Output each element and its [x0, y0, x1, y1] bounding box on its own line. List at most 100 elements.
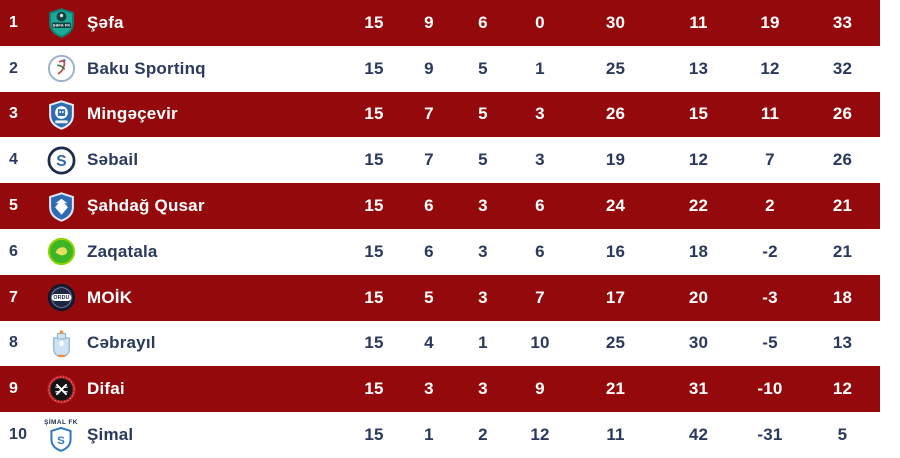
stat-wins: 3	[424, 379, 434, 399]
position-number: 8	[9, 334, 19, 352]
stat-goals-against: 12	[688, 150, 709, 170]
position-number: 4	[9, 151, 19, 169]
stat-played: 15	[364, 58, 384, 78]
svg-text:S: S	[56, 153, 67, 170]
team-cell[interactable]: Şahdağ Qusar	[38, 184, 345, 228]
stat-goals-against: 22	[688, 196, 709, 216]
stat-goals-against: 31	[688, 379, 709, 399]
stat-goal-diff: -31	[757, 425, 783, 445]
stat-goal-diff: -3	[762, 287, 778, 307]
stat-points: 26	[832, 150, 853, 170]
table-row[interactable]: 9 Difai 15 3 3 9 21 31 -10 12	[0, 366, 880, 413]
stat-goals-for: 16	[605, 241, 626, 261]
stat-draws: 6	[478, 12, 488, 32]
stat-wins: 6	[424, 241, 434, 261]
team-logo	[44, 230, 78, 274]
team-logo	[44, 184, 78, 228]
stat-played: 15	[364, 333, 384, 353]
stat-draws: 5	[478, 104, 488, 124]
position-number: 9	[9, 380, 19, 398]
stat-points: 12	[832, 379, 853, 399]
stat-goal-diff: -2	[762, 241, 778, 261]
team-crest-icon	[46, 99, 77, 130]
stat-draws: 3	[478, 379, 488, 399]
table-row[interactable]: 10 ŞİMAL FK S Şimal 15 1 2 12 11 42 -31 …	[0, 412, 880, 458]
team-cell[interactable]: ORDU MOİK	[38, 276, 345, 320]
stat-played: 15	[364, 150, 384, 170]
position-number: 2	[9, 59, 19, 77]
table-row[interactable]: 6 Zaqatala 15 6 3 6 16 18 -2 21	[0, 228, 880, 275]
stat-goals-for: 19	[605, 150, 626, 170]
table-row[interactable]: 1 ŞƏFA FK Şəfa 15 9 6 0 30 11 19 33	[0, 0, 880, 46]
team-crest-icon: ORDU	[46, 282, 77, 313]
table-row[interactable]: 7 ORDU MOİK 15 5 3 7 17 20 -3 18	[0, 274, 880, 321]
team-cell[interactable]: Mingəçevir	[38, 92, 345, 136]
stat-goals-against: 11	[689, 12, 708, 32]
team-cell[interactable]: Baku Sportinq	[38, 47, 345, 91]
stat-goal-diff: 2	[765, 196, 775, 216]
team-cell[interactable]: Zaqatala	[38, 230, 345, 274]
stat-draws: 5	[478, 150, 488, 170]
table-row[interactable]: 8 Cəbrayıl 15 4 1 10 25 30 -5 13	[0, 320, 880, 367]
stat-goal-diff: 11	[760, 104, 780, 124]
stat-goal-diff: 19	[760, 12, 780, 32]
stat-played: 15	[364, 104, 384, 124]
stat-losses: 3	[535, 104, 545, 124]
team-name: Mingəçevir	[87, 104, 178, 124]
team-cell[interactable]: Cəbrayıl	[38, 321, 345, 365]
stat-draws: 2	[478, 425, 488, 445]
team-logo	[44, 367, 78, 411]
team-cell[interactable]: S Səbail	[38, 138, 345, 182]
team-crest-icon: ŞƏFA FK	[46, 7, 77, 39]
stat-draws: 3	[478, 287, 488, 307]
stat-draws: 3	[478, 241, 488, 261]
stat-played: 15	[364, 379, 384, 399]
team-crest-icon	[46, 53, 77, 84]
stat-losses: 6	[535, 241, 545, 261]
stat-goals-for: 17	[605, 287, 626, 307]
stat-played: 15	[364, 425, 384, 445]
team-logo-label: ŞİMAL FK	[44, 418, 78, 426]
stat-goals-for: 24	[605, 196, 626, 216]
stat-points: 21	[832, 196, 853, 216]
position-number: 7	[9, 288, 19, 306]
stat-losses: 6	[535, 196, 545, 216]
team-cell[interactable]: ŞİMAL FK S Şimal	[38, 413, 345, 457]
team-name: Difai	[87, 379, 125, 399]
stat-draws: 1	[478, 333, 488, 353]
table-row[interactable]: 3 Mingəçevir 15 7 5 3 26 15 11 26	[0, 91, 880, 138]
position-number: 10	[9, 426, 28, 444]
stat-goals-for: 21	[605, 379, 626, 399]
table-row[interactable]: 4 S Səbail 15 7 5 3 19 12 7 26	[0, 137, 880, 184]
team-crest-icon	[46, 374, 77, 405]
team-name: Səbail	[87, 150, 139, 170]
stat-draws: 3	[478, 196, 488, 216]
stat-played: 15	[364, 287, 384, 307]
stat-wins: 7	[424, 150, 434, 170]
position-number: 6	[9, 242, 19, 260]
stat-goals-against: 15	[688, 104, 709, 124]
stat-draws: 5	[478, 58, 488, 78]
stat-goals-for: 25	[605, 58, 626, 78]
team-cell[interactable]: Difai	[38, 367, 345, 411]
stat-goals-against: 42	[688, 425, 709, 445]
team-logo	[44, 321, 78, 365]
svg-text:S: S	[57, 435, 65, 447]
stat-goals-for: 26	[605, 104, 626, 124]
stat-points: 33	[832, 12, 853, 32]
stat-losses: 0	[535, 12, 545, 32]
team-name: Zaqatala	[87, 241, 158, 261]
table-row[interactable]: 5 Şahdağ Qusar 15 6 3 6 24 22 2 21	[0, 183, 880, 229]
stat-goals-for: 30	[605, 12, 626, 32]
team-crest-icon	[46, 236, 77, 267]
position-number: 3	[9, 105, 19, 123]
stat-wins: 1	[424, 425, 434, 445]
stat-wins: 9	[424, 58, 434, 78]
table-row[interactable]: 2 Baku Sportinq 15 9 5 1 25 13 12 32	[0, 45, 880, 92]
stat-losses: 10	[530, 333, 550, 353]
team-cell[interactable]: ŞƏFA FK Şəfa	[38, 1, 345, 45]
position-number: 1	[9, 13, 19, 31]
team-crest-icon: S	[48, 426, 74, 452]
stat-goal-diff: 12	[760, 58, 780, 78]
